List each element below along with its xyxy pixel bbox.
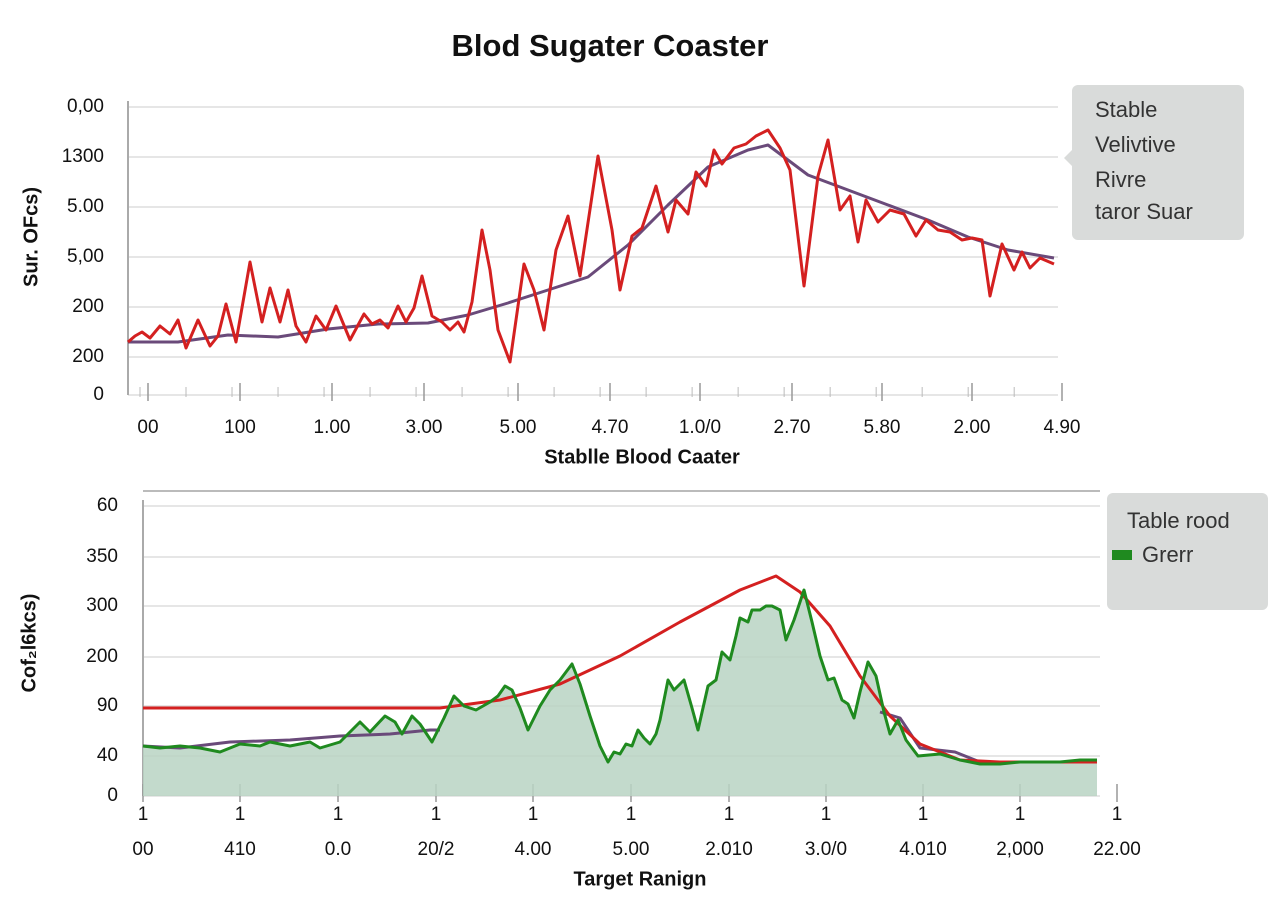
y-axis-label: Cof₂l6kcs)	[18, 594, 40, 693]
x-axis-label: Stablle Blood Caater	[544, 446, 740, 468]
legend-entry: Velivtive	[1095, 132, 1176, 157]
x-tick-label: 1	[235, 804, 246, 825]
line	[143, 574, 1097, 764]
y-tick-label: 1300	[62, 146, 104, 167]
y-tick-label: 40	[97, 745, 118, 766]
x-tick-label: 5.80	[864, 417, 901, 438]
x-tick-label: 5.00	[500, 417, 537, 438]
x-tick-sublabel: 5.00	[613, 839, 650, 860]
x-tick-label: 4.90	[1044, 417, 1081, 438]
y-tick-label: 90	[97, 695, 118, 716]
legend-box	[1072, 85, 1244, 240]
x-tick-label: 1	[431, 804, 442, 825]
legend-box	[1107, 493, 1268, 610]
y-tick-label: 5.00	[67, 196, 104, 217]
x-tick-label: 1	[821, 804, 832, 825]
x-tick-label: 1.0/0	[679, 417, 721, 438]
x-tick-label: 00	[137, 417, 158, 438]
x-tick-sublabel: 4.00	[515, 839, 552, 860]
y-tick-label: 200	[72, 346, 104, 367]
y-tick-label: 0	[107, 785, 118, 806]
legend-note: taror Suar	[1095, 199, 1193, 224]
x-tick-label: 2.70	[774, 417, 811, 438]
y-tick-label: 0	[93, 384, 104, 405]
x-tick-label: 1	[528, 804, 539, 825]
x-tick-sublabel: 00	[132, 839, 153, 860]
x-axis-label: Target Ranign	[574, 868, 707, 890]
x-tick-label: 1	[626, 804, 637, 825]
x-tick-label: 1	[333, 804, 344, 825]
x-tick-sublabel: 22.00	[1093, 839, 1141, 860]
y-tick-label: 200	[72, 296, 104, 317]
x-tick-sublabel: 3.0/0	[805, 839, 847, 860]
x-tick-label: 1	[138, 804, 149, 825]
y-tick-label: 0,00	[67, 96, 104, 117]
y-tick-label: 5,00	[67, 246, 104, 267]
line	[142, 588, 1097, 766]
x-tick-sublabel: 2,000	[996, 839, 1044, 860]
y-axis-label: Sur. OFcs)	[20, 187, 42, 287]
x-tick-label: 1	[1015, 804, 1026, 825]
line	[127, 128, 1055, 364]
area	[143, 590, 1097, 796]
x-tick-label: 100	[224, 417, 256, 438]
legend-entry: Rivre	[1095, 167, 1146, 192]
y-tick-label: 60	[97, 495, 118, 516]
chart-title: Blod Sugater Coaster	[452, 28, 769, 63]
legend-title: Stable	[1095, 97, 1157, 122]
x-tick-label: 2.00	[954, 417, 991, 438]
x-tick-label: 1	[1112, 804, 1123, 825]
legend-pointer	[1064, 150, 1072, 166]
x-tick-label: 1	[724, 804, 735, 825]
x-tick-sublabel: 410	[224, 839, 256, 860]
y-tick-label: 200	[86, 646, 118, 667]
x-tick-label: 4.70	[592, 417, 629, 438]
legend-swatch	[1112, 550, 1132, 560]
x-tick-sublabel: 20/2	[418, 839, 455, 860]
x-tick-label: 1.00	[314, 417, 351, 438]
legend-title: Table rood	[1127, 508, 1230, 533]
x-tick-label: 3.00	[406, 417, 443, 438]
legend-entry: Grerr	[1142, 542, 1193, 567]
x-tick-sublabel: 2.010	[705, 839, 753, 860]
x-tick-sublabel: 4.010	[899, 839, 947, 860]
line	[128, 143, 1055, 344]
y-tick-label: 300	[86, 595, 118, 616]
x-tick-sublabel: 0.0	[325, 839, 351, 860]
y-tick-label: 350	[86, 546, 118, 567]
x-tick-label: 1	[918, 804, 929, 825]
